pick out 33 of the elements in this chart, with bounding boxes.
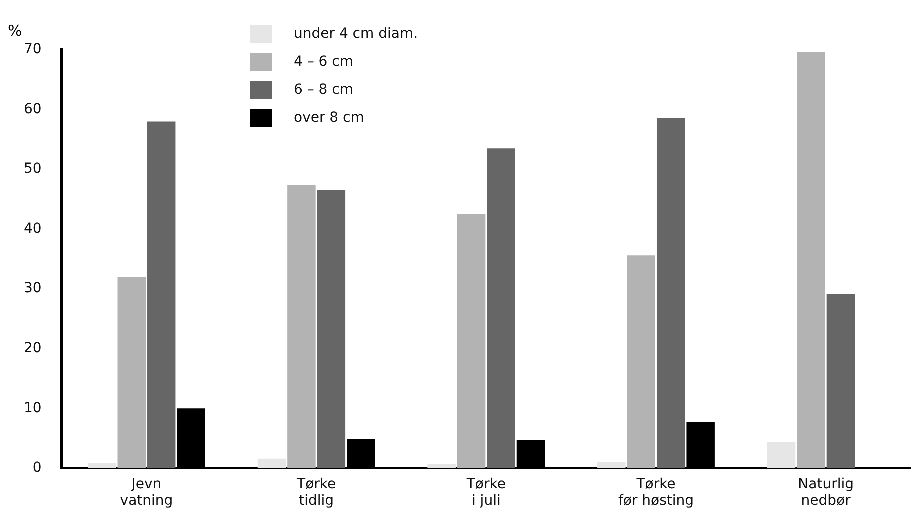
- bar: [767, 442, 796, 468]
- x-tick-label: Tørke tidlig: [296, 476, 336, 510]
- legend-label: 6 – 8 cm: [294, 82, 354, 98]
- bar: [487, 148, 516, 468]
- bar: [598, 462, 626, 468]
- x-tick-label: Naturlig nedbør: [798, 476, 854, 510]
- bar: [288, 185, 316, 468]
- bar: [826, 294, 856, 468]
- bar: [258, 458, 286, 468]
- y-tick-label: 50: [24, 161, 42, 178]
- y-axis-title: %: [8, 22, 22, 40]
- legend-label: 4 – 6 cm: [294, 54, 354, 70]
- y-tick-label: 70: [24, 42, 42, 58]
- y-tick-label: 60: [24, 101, 42, 118]
- bar: [656, 118, 686, 468]
- legend-label: over 8 cm: [294, 110, 364, 126]
- bar: [797, 52, 826, 468]
- x-tick-label: Jevn vatning: [120, 476, 174, 510]
- bar: [627, 256, 656, 468]
- bar: [88, 463, 116, 468]
- bar: [428, 464, 456, 468]
- y-tick-label: 40: [24, 220, 42, 237]
- y-tick-label: 20: [24, 340, 42, 356]
- bar: [317, 190, 346, 468]
- x-tick-label: Tørke før høsting: [618, 476, 694, 510]
- bar: [118, 277, 146, 468]
- bar: [147, 122, 176, 468]
- legend-label: under 4 cm diam.: [294, 26, 418, 42]
- bar: [457, 214, 486, 468]
- x-tick-label: Tørke i juli: [466, 476, 506, 510]
- y-tick-label: 0: [32, 460, 42, 476]
- y-tick-label: 10: [24, 400, 42, 416]
- y-tick-label: 30: [24, 280, 42, 297]
